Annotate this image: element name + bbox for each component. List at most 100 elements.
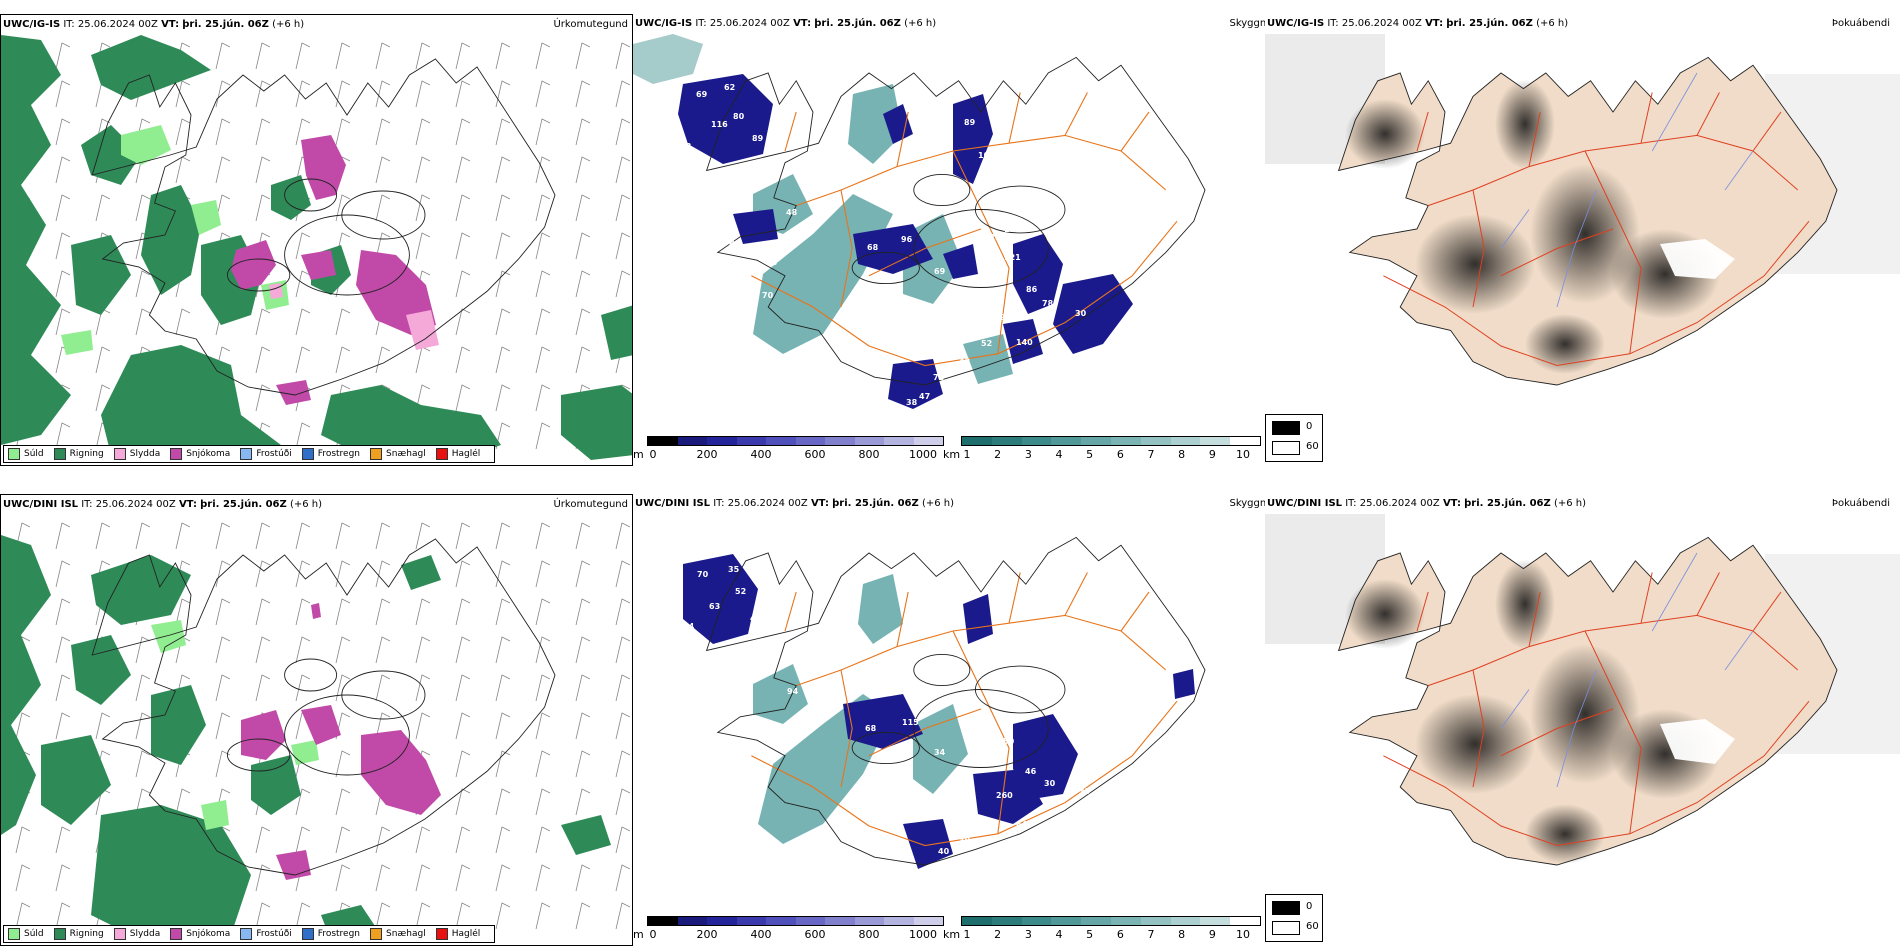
- colorbar-tick: 6: [1116, 448, 1124, 461]
- colorbar-tick: 5: [1086, 928, 1094, 941]
- ceiling-value-label: 80: [733, 112, 745, 121]
- coastline: [91, 58, 556, 396]
- ceiling-value-label: 116: [711, 120, 728, 129]
- ceiling-value-label: 42: [959, 357, 970, 366]
- legend-swatch: [113, 928, 126, 940]
- legend-label: Frostúði: [256, 449, 292, 459]
- colorbar-tick: 1000: [909, 448, 937, 461]
- ceiling-value-label: 48: [750, 614, 762, 623]
- colorbar-tick: 4: [1055, 448, 1063, 461]
- colorbar-tick: 600: [804, 448, 826, 461]
- fog-colorkey: 0 60: [1265, 894, 1323, 942]
- ceiling-value-label: 30: [1044, 779, 1056, 788]
- legend-label: Frostregn: [317, 449, 361, 459]
- colorbar-tick: 400: [750, 928, 772, 941]
- ceiling-colorbar: m 0 200 400 600 800 1000: [633, 436, 944, 466]
- colorbar-tick: 0: [649, 928, 657, 941]
- ceiling-value-label: 246: [1004, 703, 1021, 712]
- drizzle-areas: [151, 620, 319, 830]
- legend-label: Rigning: [69, 449, 104, 459]
- panel-title: UWC/IG-IS IT: 25.06.2024 00Z VT: þri. 25…: [3, 19, 305, 30]
- legend-swatch: [370, 928, 383, 940]
- colorbar-tick: 600: [804, 928, 826, 941]
- legend-item: Frostregn: [301, 448, 361, 460]
- ceiling-value-label: 89: [752, 134, 764, 143]
- legend-label: Frostúði: [256, 929, 292, 939]
- ceiling-value-label: 50: [1003, 737, 1015, 746]
- ceiling-value-label: 86: [1026, 285, 1038, 294]
- panel-field-name: Þokuábendi: [1831, 18, 1890, 29]
- colorbar-tick: 800: [858, 448, 880, 461]
- ceiling-value-label: 64: [937, 882, 949, 891]
- rivers: [1500, 552, 1754, 788]
- panel-field-name: Úrkomutegund: [553, 19, 628, 30]
- colorbar-tick: 800: [858, 928, 880, 941]
- ceiling-value-label: 48: [786, 208, 798, 217]
- ceiling-value-label: 35: [728, 565, 740, 574]
- ceiling-value-label: 47: [919, 392, 930, 401]
- precip-type-legend: Súld Rigning Slydda Snjókoma Frostúði Frostre…: [3, 445, 496, 463]
- ceiling-value-labels: 70 35 63 52 48 54 65 94 68 115 34 91 246 50 46 30 260 64 4…: [683, 565, 1091, 891]
- legend-swatch: [113, 448, 126, 460]
- legend-label: Haglél: [451, 449, 481, 459]
- ceiling-value-label: 35: [937, 404, 949, 413]
- legend-item: Frostregn: [301, 928, 361, 940]
- visibility-colorbar: km 1 2 3 4 5 6 7 8 9 10: [943, 916, 1263, 946]
- legend-label: Snæhagl: [386, 449, 426, 459]
- legend-label: Snjókoma: [186, 449, 231, 459]
- precip-type-legend: Súld Rigning Slydda Snjókoma Frostúði Frostre…: [3, 925, 496, 943]
- colorbar-tick: 400: [750, 448, 772, 461]
- legend-item: Súld: [8, 448, 44, 460]
- colorbar-tick: 200: [696, 928, 718, 941]
- colorbar-tick: 2: [994, 928, 1002, 941]
- legend-swatch: [170, 928, 183, 940]
- legend-item: Slydda: [113, 448, 160, 460]
- legend-swatch: [301, 928, 314, 940]
- rain-areas: [1, 35, 632, 460]
- ceiling-value-label: 30: [959, 836, 971, 845]
- colorbar-tick: 200: [696, 448, 718, 461]
- legend-item: Rigning: [53, 448, 104, 460]
- ceiling-value-label: 40: [1156, 272, 1168, 281]
- precip-type-map: [1, 35, 632, 460]
- legend-label: Haglél: [451, 929, 481, 939]
- panel-title: UWC/IG-IS IT: 25.06.2024 00Z VT: þri. 25…: [635, 18, 937, 29]
- ceiling-value-label: 64: [1016, 820, 1028, 829]
- ceiling-value-label: 35: [1079, 787, 1091, 796]
- legend-item: Snæhagl: [370, 928, 426, 940]
- visibility-colorbar: km 1 2 3 4 5 6 7 8 9 10: [943, 436, 1263, 466]
- legend-label: Snjókoma: [186, 929, 231, 939]
- ceiling-value-label: 260: [996, 791, 1013, 800]
- fog-index-map: [1265, 514, 1900, 866]
- colorbar-tick: 3: [1024, 448, 1032, 461]
- ceiling-value-label: 418: [909, 881, 926, 890]
- rivers: [1500, 72, 1754, 308]
- colorbar-tick: 0: [649, 448, 657, 461]
- legend-label: Frostregn: [317, 929, 361, 939]
- legend-swatch: [435, 448, 448, 460]
- ceiling-value-label: 40: [980, 819, 992, 828]
- roads: [1383, 572, 1810, 847]
- ceiling-visibility-panel-bottom: UWC/DINI ISL IT: 25.06.2024 00Z VT: þri.…: [633, 494, 1265, 946]
- ceiling-value-label: 198: [994, 313, 1011, 322]
- coastline: [91, 538, 556, 876]
- ceiling-value-label: 62: [724, 83, 735, 92]
- fog-key-light: [1272, 921, 1300, 935]
- legend-item: Haglél: [435, 928, 481, 940]
- ceiling-value-label: 63: [709, 602, 720, 611]
- ceiling-value-label: 68: [867, 243, 879, 252]
- legend-label: Súld: [24, 449, 44, 459]
- legend-item: Haglél: [435, 448, 481, 460]
- colorbar-tick: 1000: [909, 928, 937, 941]
- legend-swatch: [370, 448, 383, 460]
- legend-label: Rigning: [69, 929, 104, 939]
- colorbar-tick: 7: [1147, 928, 1155, 941]
- precip-type-map: [1, 522, 631, 941]
- ceiling-value-label: 54: [683, 622, 695, 631]
- ceiling-value-label: 140: [1016, 338, 1033, 347]
- precip-type-panel-top: UWC/IG-IS IT: 25.06.2024 00Z VT: þri. 25…: [0, 14, 633, 466]
- fog-key-dark: [1272, 421, 1300, 435]
- colorbar-tick: 10: [1236, 448, 1250, 461]
